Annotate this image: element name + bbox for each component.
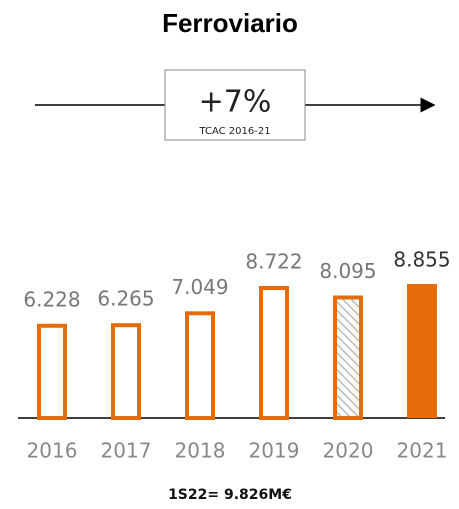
x-tick-label: 2019 [249, 439, 300, 463]
x-tick-label: 2017 [101, 439, 152, 463]
bar [185, 311, 215, 421]
footnote: 1S22= 9.826M€ [168, 487, 292, 503]
chart-title: Ferroviario [162, 8, 298, 38]
annotation-value: +7% [199, 85, 272, 120]
x-tick-label: 2021 [397, 439, 448, 463]
value-label: 6.265 [97, 287, 154, 311]
value-label: 8.722 [245, 250, 302, 274]
value-label: 7.049 [171, 275, 228, 299]
bar [333, 295, 363, 421]
x-tick-label: 2020 [323, 439, 374, 463]
value-label: 6.228 [23, 287, 80, 311]
bar [407, 284, 437, 418]
bar [111, 323, 141, 420]
x-tick-label: 2018 [175, 439, 226, 463]
annotation-label: TCAC 2016-21 [198, 126, 270, 137]
x-tick-label: 2016 [27, 439, 78, 463]
value-label: 8.095 [319, 259, 376, 283]
bar [37, 323, 67, 420]
annotation-box [164, 69, 306, 141]
value-label: 8.855 [393, 248, 450, 272]
bar [259, 286, 289, 420]
